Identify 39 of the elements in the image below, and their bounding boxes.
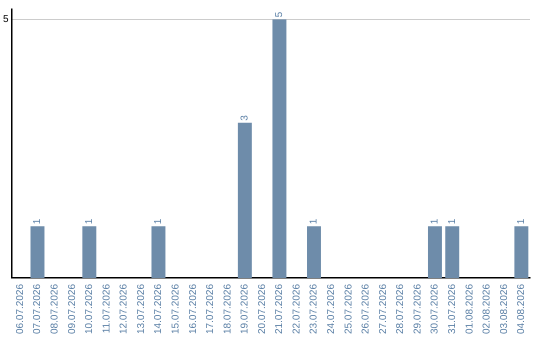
x-tick-label: 10.07.2026: [84, 284, 96, 334]
data-label: 1: [84, 218, 96, 224]
x-tick-label: 01.08.2026: [464, 284, 476, 334]
x-tick-label: 28.07.2026: [395, 284, 406, 334]
x-tick-label: 04.08.2026: [516, 284, 528, 334]
data-label: 3: [240, 114, 251, 121]
data-label: 1: [516, 218, 528, 224]
x-tick-label: 11.07.2026: [101, 284, 112, 334]
x-tick-label: 20.07.2026: [256, 284, 268, 334]
data-label: 1: [446, 218, 458, 224]
x-tick-label: 29.07.2026: [412, 284, 424, 334]
data-label: 1: [430, 218, 441, 224]
x-tick-label: 25.07.2026: [343, 284, 354, 334]
x-tick-label: 26.07.2026: [360, 284, 372, 334]
x-tick-label: 23.07.2026: [308, 284, 320, 334]
x-tick-label: 30.07.2026: [430, 284, 441, 334]
x-tick-label: 08.07.2026: [50, 284, 61, 334]
x-tick-label: 16.07.2026: [188, 284, 199, 334]
x-tick-label: 06.07.2026: [14, 284, 26, 334]
x-tick-label: 07.07.2026: [32, 284, 44, 334]
x-tick-label: 21.07.2026: [274, 284, 286, 334]
x-tick-label: 18.07.2026: [222, 284, 234, 334]
x-tick-label: 14.07.2026: [153, 284, 164, 334]
data-label: 1: [153, 218, 164, 224]
x-tick-label: 09.07.2026: [66, 284, 78, 334]
x-tick-label: 03.08.2026: [498, 284, 510, 334]
data-label: 1: [308, 218, 320, 224]
x-tick-label: 27.07.2026: [378, 284, 389, 334]
x-tick-label: 17.07.2026: [205, 284, 216, 334]
x-tick-label: 15.07.2026: [170, 284, 182, 334]
x-tick-label: 19.07.2026: [240, 284, 251, 334]
x-tick-label: 13.07.2026: [136, 284, 147, 334]
x-tick-label: 02.08.2026: [482, 284, 493, 334]
x-tick-label: 31.07.2026: [446, 284, 458, 334]
data-label: 1: [32, 218, 44, 224]
x-tick-label: 12.07.2026: [118, 284, 130, 334]
x-tick-label: 22.07.2026: [291, 284, 302, 334]
x-tick-label: 24.07.2026: [326, 284, 338, 334]
data-label: 5: [274, 11, 286, 18]
